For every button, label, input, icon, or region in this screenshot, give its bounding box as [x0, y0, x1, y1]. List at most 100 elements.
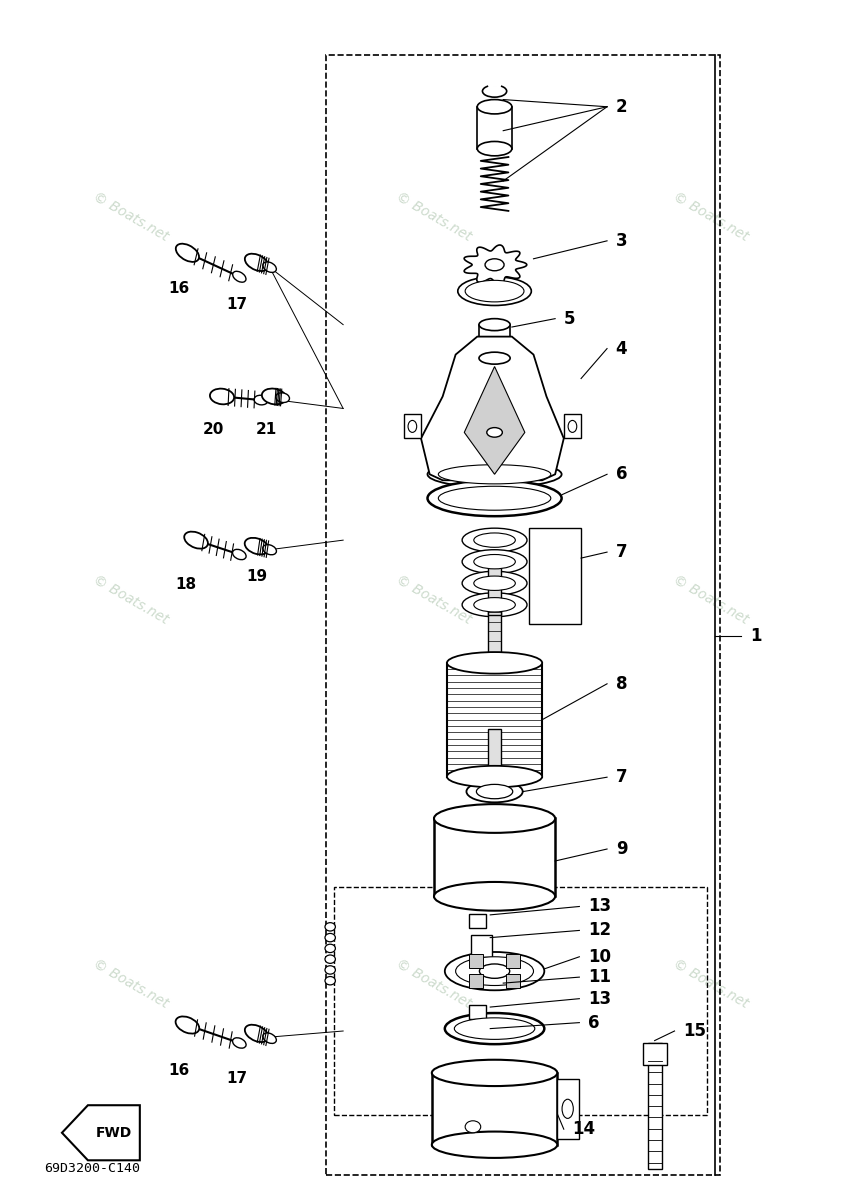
Ellipse shape: [428, 480, 562, 516]
Ellipse shape: [462, 571, 527, 595]
Polygon shape: [464, 366, 525, 474]
Ellipse shape: [477, 142, 512, 156]
Polygon shape: [421, 337, 564, 480]
Ellipse shape: [487, 427, 503, 437]
Text: 17: 17: [227, 1072, 247, 1086]
Ellipse shape: [325, 955, 335, 964]
Ellipse shape: [263, 1033, 276, 1044]
Text: © Boats.net: © Boats.net: [671, 572, 751, 628]
Text: © Boats.net: © Boats.net: [394, 572, 474, 628]
Text: 21: 21: [255, 422, 277, 438]
Ellipse shape: [465, 1121, 481, 1133]
Ellipse shape: [233, 271, 246, 282]
Ellipse shape: [408, 420, 417, 432]
Text: 11: 11: [588, 968, 611, 986]
Text: 19: 19: [246, 569, 267, 583]
Ellipse shape: [325, 934, 335, 942]
Bar: [642, 1043, 667, 1064]
Text: © Boats.net: © Boats.net: [671, 190, 751, 244]
Ellipse shape: [263, 545, 276, 554]
Polygon shape: [557, 1079, 579, 1139]
Polygon shape: [404, 414, 421, 438]
Text: © Boats.net: © Boats.net: [394, 190, 474, 244]
Bar: [470, 954, 483, 968]
Ellipse shape: [562, 1099, 573, 1118]
Ellipse shape: [444, 952, 544, 990]
Text: 15: 15: [683, 1022, 707, 1040]
Ellipse shape: [479, 352, 510, 364]
Ellipse shape: [175, 1016, 200, 1033]
Ellipse shape: [434, 882, 556, 911]
Ellipse shape: [325, 977, 335, 985]
Ellipse shape: [479, 319, 510, 331]
Text: 9: 9: [615, 840, 628, 858]
Ellipse shape: [462, 593, 527, 617]
Bar: [447, 662, 542, 776]
Ellipse shape: [438, 464, 551, 484]
Text: 1: 1: [750, 626, 761, 644]
Ellipse shape: [432, 1132, 557, 1158]
Ellipse shape: [276, 392, 290, 402]
Ellipse shape: [233, 1038, 247, 1048]
Bar: [488, 568, 502, 614]
Text: 13: 13: [588, 898, 611, 916]
Ellipse shape: [477, 785, 513, 799]
Ellipse shape: [444, 1013, 544, 1044]
Text: 16: 16: [168, 1063, 189, 1078]
Bar: [471, 935, 492, 956]
Ellipse shape: [454, 1018, 535, 1039]
Text: 10: 10: [588, 948, 611, 966]
Ellipse shape: [474, 554, 516, 569]
Ellipse shape: [325, 966, 335, 974]
Ellipse shape: [434, 804, 556, 833]
Text: © Boats.net: © Boats.net: [91, 572, 171, 628]
Bar: [334, 887, 707, 1115]
Ellipse shape: [325, 923, 335, 931]
Text: 17: 17: [227, 296, 247, 312]
Text: 18: 18: [175, 577, 196, 592]
Text: 6: 6: [615, 466, 628, 484]
Text: 8: 8: [615, 674, 628, 692]
Bar: [506, 954, 520, 968]
Text: 7: 7: [615, 544, 628, 562]
Bar: [434, 818, 556, 896]
Bar: [477, 107, 512, 149]
Ellipse shape: [465, 281, 524, 302]
Ellipse shape: [325, 944, 335, 953]
Ellipse shape: [438, 486, 551, 510]
Ellipse shape: [210, 389, 234, 404]
Text: 13: 13: [588, 990, 611, 1008]
Ellipse shape: [245, 538, 268, 554]
Bar: [470, 974, 483, 989]
Bar: [648, 1043, 661, 1169]
Text: 4: 4: [615, 340, 628, 358]
Ellipse shape: [483, 85, 507, 97]
Bar: [432, 1073, 557, 1145]
Polygon shape: [464, 245, 527, 284]
Ellipse shape: [462, 550, 527, 574]
Text: 12: 12: [588, 922, 611, 940]
Bar: [529, 528, 581, 624]
Ellipse shape: [474, 598, 516, 612]
Bar: [488, 606, 501, 654]
Ellipse shape: [263, 262, 276, 272]
Text: 69D3200-C140: 69D3200-C140: [44, 1162, 141, 1175]
Bar: [479, 325, 510, 358]
Text: 16: 16: [168, 281, 189, 296]
Ellipse shape: [447, 652, 542, 673]
Ellipse shape: [184, 532, 208, 548]
Ellipse shape: [447, 766, 542, 787]
Ellipse shape: [474, 576, 516, 590]
Polygon shape: [62, 1105, 140, 1160]
Ellipse shape: [254, 395, 268, 404]
Text: © Boats.net: © Boats.net: [671, 956, 751, 1010]
Ellipse shape: [262, 389, 286, 404]
Ellipse shape: [457, 277, 531, 306]
Text: 3: 3: [615, 232, 628, 250]
Text: © Boats.net: © Boats.net: [91, 190, 171, 244]
Bar: [469, 1004, 486, 1019]
Ellipse shape: [485, 259, 504, 271]
Ellipse shape: [245, 1025, 268, 1042]
Ellipse shape: [245, 253, 268, 271]
Text: © Boats.net: © Boats.net: [91, 956, 171, 1010]
